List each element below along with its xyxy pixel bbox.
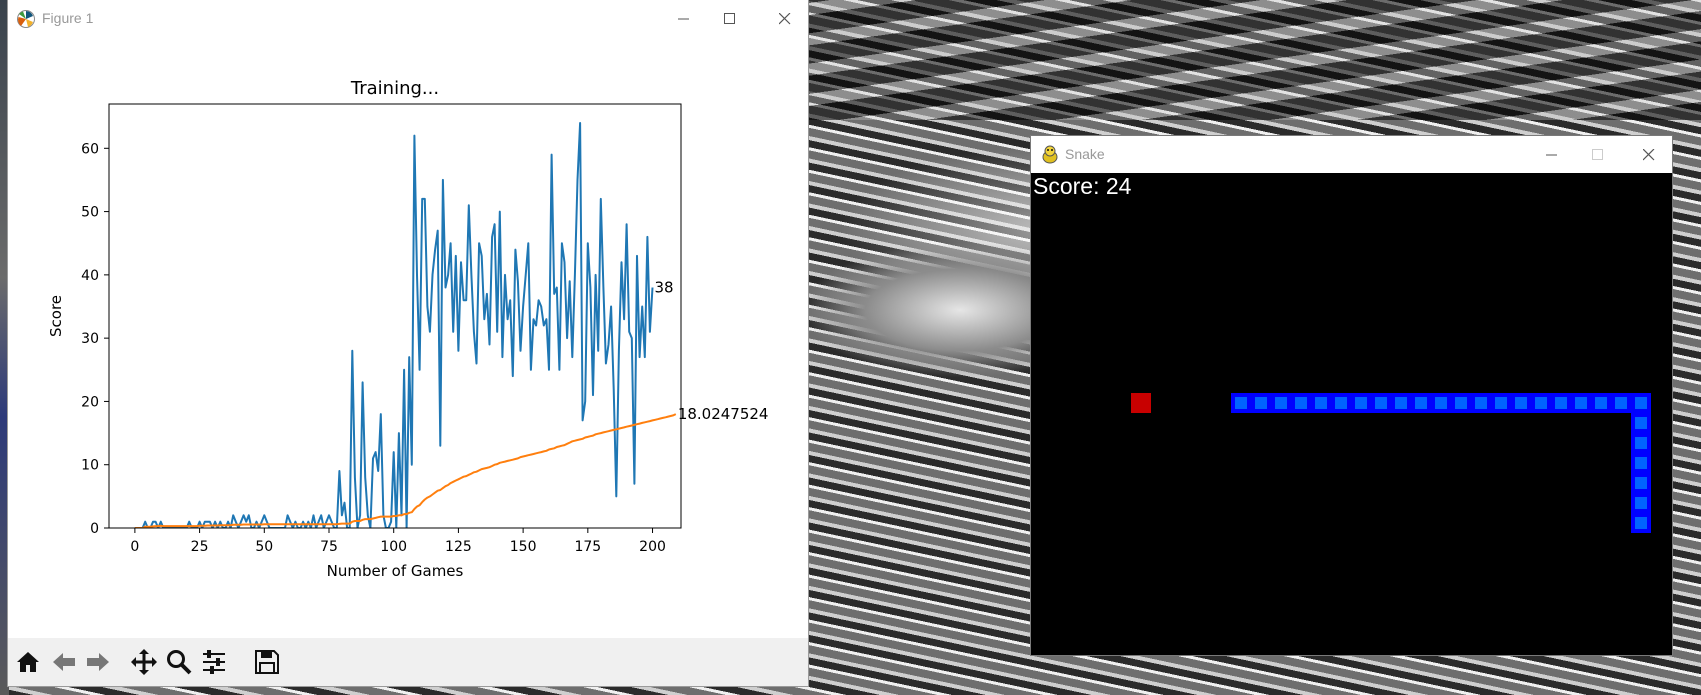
snake-segment-inner: [1535, 397, 1547, 409]
maximize-button[interactable]: [1575, 136, 1621, 173]
snake-segment-inner: [1635, 437, 1647, 449]
y-axis-label: Score: [47, 295, 65, 337]
chart-title: Training...: [350, 78, 439, 99]
home-icon: [17, 652, 39, 672]
window-title: Snake: [1065, 146, 1105, 162]
x-tick-label: 75: [320, 539, 338, 555]
snake-segment-inner: [1275, 397, 1287, 409]
snake-segment-inner: [1355, 397, 1367, 409]
figure-titlebar[interactable]: Figure 1: [8, 0, 808, 38]
y-tick-label: 20: [81, 394, 99, 410]
snake-segment-inner: [1635, 397, 1647, 409]
x-tick-label: 0: [130, 539, 139, 555]
snake-segment-inner: [1335, 397, 1347, 409]
close-button[interactable]: [1626, 136, 1672, 173]
snake-segment-inner: [1635, 477, 1647, 489]
x-tick-label: 200: [639, 539, 666, 555]
snake-segment-inner: [1575, 397, 1587, 409]
forward-arrow-icon: [87, 653, 109, 671]
minimize-icon: [1546, 154, 1557, 155]
configure-subplots-button[interactable]: [198, 646, 230, 678]
window-title: Figure 1: [42, 10, 94, 26]
series-end-label-2: 18.0247524: [678, 405, 769, 423]
snake-segment-inner: [1255, 397, 1267, 409]
snake-segment-inner: [1635, 457, 1647, 469]
snake-segment-inner: [1415, 397, 1427, 409]
y-tick-label: 50: [81, 205, 99, 221]
snake-segment-inner: [1295, 397, 1307, 409]
maximize-icon: [1592, 148, 1603, 160]
matplotlib-icon: [17, 10, 35, 28]
pygame-icon: [1042, 145, 1058, 164]
navigation-toolbar: [8, 638, 808, 686]
minimize-icon: [678, 18, 689, 20]
y-tick-label: 0: [90, 521, 99, 537]
y-tick-label: 40: [81, 268, 99, 284]
x-tick-label: 125: [445, 539, 472, 555]
series-end-label-1: 38: [655, 279, 674, 297]
x-tick-label: 100: [380, 539, 407, 555]
snake-segment-inner: [1475, 397, 1487, 409]
y-tick-label: 10: [81, 458, 99, 474]
series-line-1: [134, 122, 654, 528]
y-tick-label: 60: [81, 141, 99, 157]
snake-segment-inner: [1455, 397, 1467, 409]
snake-segment-inner: [1375, 397, 1387, 409]
training-chart[interactable]: Training... Number of Games Score 0 25 50 75 10…: [8, 38, 808, 638]
snake-segment-inner: [1515, 397, 1527, 409]
minimize-button[interactable]: [661, 0, 707, 38]
score-label: Score: 24: [1033, 173, 1132, 199]
x-tick-label: 25: [191, 539, 209, 555]
minimize-button[interactable]: [1529, 136, 1575, 173]
figure-window[interactable]: Figure 1 Training... Number of Games Score…: [8, 0, 808, 686]
y-tick-label: 30: [81, 331, 99, 347]
axes-frame: [108, 103, 682, 529]
snake-segment-inner: [1635, 417, 1647, 429]
x-axis-label: Number of Games: [327, 562, 464, 580]
close-button[interactable]: [762, 0, 808, 38]
home-button[interactable]: [12, 646, 44, 678]
maximize-button[interactable]: [707, 0, 753, 38]
snake-segment-inner: [1595, 397, 1607, 409]
snake-titlebar[interactable]: Snake: [1031, 136, 1672, 173]
snake-segment-inner: [1495, 397, 1507, 409]
save-button[interactable]: [251, 646, 283, 678]
snake-window[interactable]: Snake Score: 24: [1031, 136, 1672, 655]
food: [1131, 393, 1151, 413]
zoom-button[interactable]: [163, 646, 195, 678]
save-icon: [255, 650, 279, 674]
game-board-canvas: [1131, 393, 1651, 533]
snake-segment-inner: [1435, 397, 1447, 409]
back-arrow-icon: [53, 653, 75, 671]
desktop-wallpaper-edge: [0, 0, 9, 695]
wallpaper-pattern: [808, 0, 1701, 120]
close-icon: [779, 13, 791, 25]
x-tick-label: 150: [510, 539, 537, 555]
zoom-icon: [167, 650, 192, 675]
series-line-2: [134, 413, 677, 528]
back-button[interactable]: [48, 646, 80, 678]
forward-button[interactable]: [82, 646, 114, 678]
snake-segment-inner: [1635, 497, 1647, 509]
maximize-icon: [724, 13, 735, 24]
pan-button[interactable]: [128, 646, 160, 678]
snake-segment-inner: [1555, 397, 1567, 409]
game-board[interactable]: Score: 24: [1031, 173, 1672, 655]
pan-icon: [131, 649, 157, 675]
x-tick-label: 50: [255, 539, 273, 555]
snake-segment-inner: [1615, 397, 1627, 409]
snake-segment-inner: [1395, 397, 1407, 409]
snake-segment-inner: [1635, 517, 1647, 529]
close-icon: [1643, 148, 1655, 160]
snake-segment-inner: [1235, 397, 1247, 409]
x-tick-label: 175: [574, 539, 601, 555]
configure-subplots-icon: [203, 650, 225, 674]
snake-segment-inner: [1315, 397, 1327, 409]
